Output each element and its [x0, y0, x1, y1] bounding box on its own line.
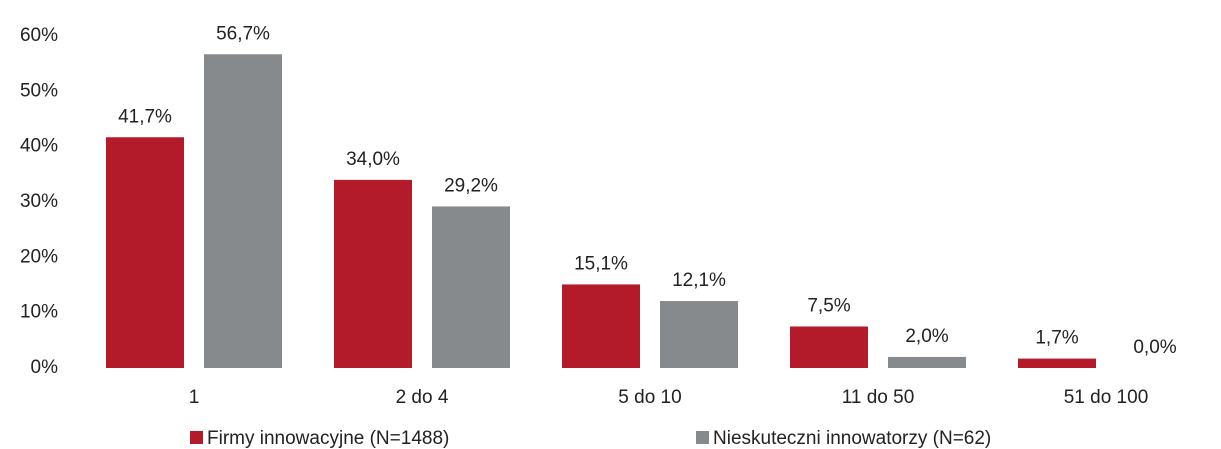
x-tick-label: 51 do 100 — [1064, 387, 1149, 408]
bar — [204, 54, 282, 368]
bar — [888, 356, 966, 368]
value-label: 1,7% — [1035, 328, 1078, 349]
x-tick-label: 2 do 4 — [396, 387, 449, 408]
value-label: 15,1% — [574, 253, 628, 274]
value-label: 34,0% — [346, 149, 400, 170]
y-tick-label: 40% — [20, 136, 58, 157]
value-label: 29,2% — [444, 175, 498, 196]
y-tick-label: 60% — [20, 25, 58, 46]
y-tick-label: 0% — [31, 357, 59, 378]
y-tick-label: 50% — [20, 80, 58, 101]
legend-swatch — [190, 431, 203, 444]
legend-swatch — [696, 431, 709, 444]
bar — [1018, 358, 1096, 368]
value-label: 2,0% — [905, 326, 948, 347]
x-tick-label: 11 do 50 — [842, 387, 915, 408]
value-label: 12,1% — [672, 270, 726, 291]
value-label: 56,7% — [216, 23, 270, 44]
y-tick-label: 20% — [20, 246, 58, 267]
y-tick-label: 30% — [20, 191, 58, 212]
x-tick-label: 1 — [189, 387, 200, 408]
value-label: 7,5% — [807, 296, 850, 317]
bar — [790, 326, 868, 368]
y-tick-label: 10% — [20, 302, 58, 323]
value-label: 0,0% — [1133, 337, 1176, 358]
bar — [432, 206, 510, 368]
legend-label: Nieskuteczni innowatorzy (N=62) — [713, 428, 991, 449]
bar — [106, 137, 184, 368]
bar — [334, 179, 412, 368]
x-tick-label: 5 do 10 — [618, 387, 681, 408]
value-label: 41,7% — [118, 106, 172, 127]
bar — [562, 284, 640, 368]
legend-label: Firmy innowacyjne (N=1488) — [207, 428, 449, 449]
bar — [660, 301, 738, 368]
